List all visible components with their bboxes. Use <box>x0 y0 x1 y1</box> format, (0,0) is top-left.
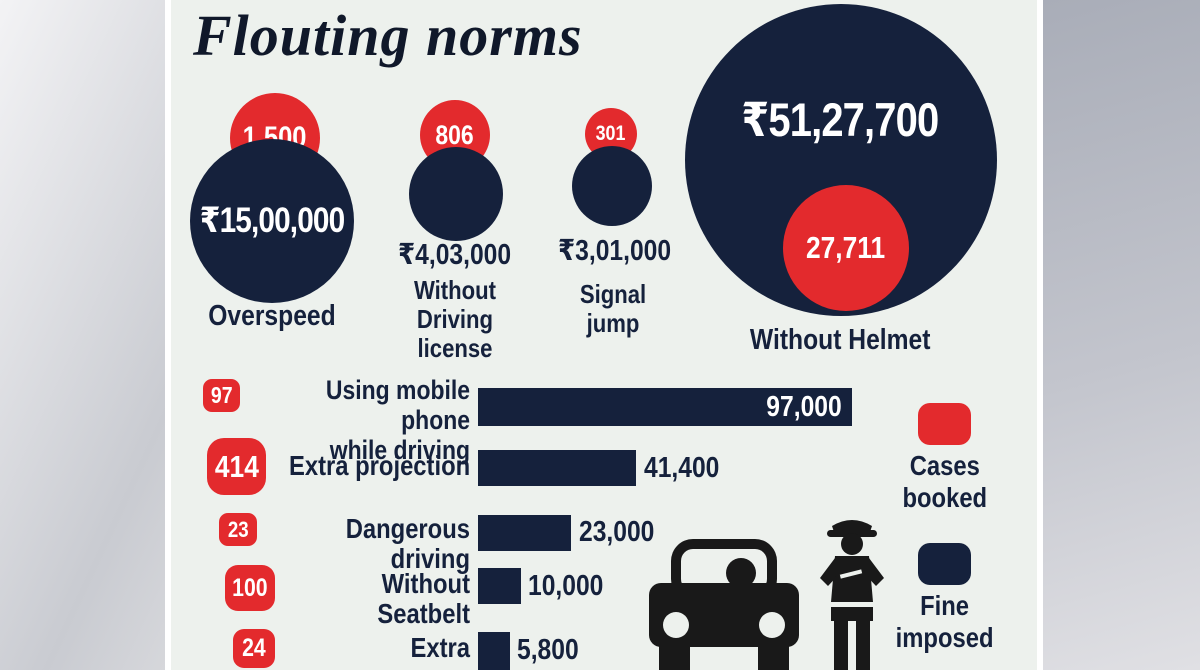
no-license-fine-value: ₹4,03,000 <box>398 239 512 271</box>
signal-jump-label: Signal jump <box>579 279 647 338</box>
dangerous-driving-fine-bar <box>478 515 571 551</box>
overspeed-label-wrap: Overspeed <box>180 300 364 333</box>
dangerous-driving-fine-wrap: 23,000 <box>579 516 668 549</box>
mobile-phone-label-wrap: Using mobile phone while driving <box>250 375 470 465</box>
left-gradient-strip <box>0 0 165 670</box>
mobile-phone-fine-bar: 97,000 <box>478 388 852 426</box>
no-license-label: Without Driving license <box>413 275 497 363</box>
no-helmet-label-wrap: Without Helmet <box>730 324 950 357</box>
overspeed-label: Overspeed <box>208 300 336 332</box>
signal-jump-fine-circle <box>572 146 652 226</box>
extra-passengers-fine-bar <box>478 632 510 670</box>
extra-projection-cases-badge: 414 <box>207 438 266 495</box>
extra-projection-cases-value: 414 <box>214 448 259 484</box>
extra-projection-fine-bar <box>478 450 636 486</box>
right-gradient-strip <box>1043 0 1200 670</box>
no-helmet-label: Without Helmet <box>749 324 931 356</box>
signal-jump-fine-value: ₹3,01,000 <box>557 235 672 267</box>
no-license-label-wrap: Without Driving license <box>370 276 540 363</box>
no-license-fine-circle <box>409 147 503 241</box>
no-seatbelt-label-wrap: Without Seatbelt <box>250 569 470 629</box>
mobile-phone-cases-badge: 97 <box>203 379 240 412</box>
page-title: Flouting norms <box>193 2 693 69</box>
fine-imposed-swatch <box>918 543 971 585</box>
no-seatbelt-fine-value: 10,000 <box>528 570 604 602</box>
no-seatbelt-cases-value: 100 <box>232 573 268 602</box>
extra-passengers-label: Extra passengers <box>338 632 470 670</box>
overspeed-fine-circle: ₹15,00,000 <box>190 139 354 303</box>
no-seatbelt-label: Without Seatbelt <box>377 568 470 629</box>
cases-booked-label: Cases booked <box>902 450 988 513</box>
dangerous-driving-cases-value: 23 <box>227 516 249 542</box>
signal-jump-cases-value: 301 <box>596 122 626 145</box>
no-seatbelt-fine-wrap: 10,000 <box>528 570 617 603</box>
no-license-fine-wrap: ₹4,03,000 <box>380 237 530 272</box>
mobile-phone-fine-value: 97,000 <box>766 390 842 423</box>
dangerous-driving-cases-badge: 23 <box>219 513 257 546</box>
fine-imposed-label-wrap: Fine imposed <box>880 590 1010 654</box>
mobile-phone-cases-value: 97 <box>210 382 233 408</box>
traffic-police-icon <box>820 520 884 670</box>
cases-booked-label-wrap: Cases booked <box>880 450 1010 514</box>
extra-passengers-fine-wrap: 5,800 <box>517 634 590 667</box>
extra-passengers-fine-value: 5,800 <box>517 634 579 666</box>
no-helmet-cases-circle: 27,711 <box>783 185 909 311</box>
car-icon <box>649 539 799 670</box>
dangerous-driving-label-wrap: Dangerous driving <box>250 514 470 574</box>
extra-projection-label: Extra projection <box>288 450 470 481</box>
extra-passengers-label-wrap: Extra passengers <box>255 633 470 670</box>
extra-projection-fine-value: 41,400 <box>644 452 720 484</box>
overspeed-fine-value: ₹15,00,000 <box>199 201 345 240</box>
no-helmet-fine-value: ₹51,27,700 <box>741 93 939 146</box>
extra-passengers-cases-badge: 24 <box>233 629 275 668</box>
no-seatbelt-cases-badge: 100 <box>225 565 275 611</box>
no-seatbelt-fine-bar <box>478 568 521 604</box>
mobile-phone-label: Using mobile phone while driving <box>325 375 470 465</box>
extra-projection-fine-wrap: 41,400 <box>644 452 733 485</box>
signal-jump-label-wrap: Signal jump <box>558 280 668 338</box>
extra-projection-label-wrap: Extra projection <box>250 451 470 481</box>
cases-booked-swatch <box>918 403 971 445</box>
dangerous-driving-label: Dangerous driving <box>345 513 470 574</box>
extra-passengers-cases-value: 24 <box>242 634 266 662</box>
signal-jump-fine-wrap: ₹3,01,000 <box>548 233 678 268</box>
no-license-cases-value: 806 <box>435 119 475 150</box>
page-title-text: Flouting norms <box>193 3 583 68</box>
no-helmet-cases-value: 27,711 <box>806 230 886 265</box>
no-helmet-fine-wrap: ₹51,27,700 <box>695 92 985 148</box>
fine-imposed-label: Fine imposed <box>896 590 994 653</box>
dangerous-driving-fine-value: 23,000 <box>579 516 655 548</box>
